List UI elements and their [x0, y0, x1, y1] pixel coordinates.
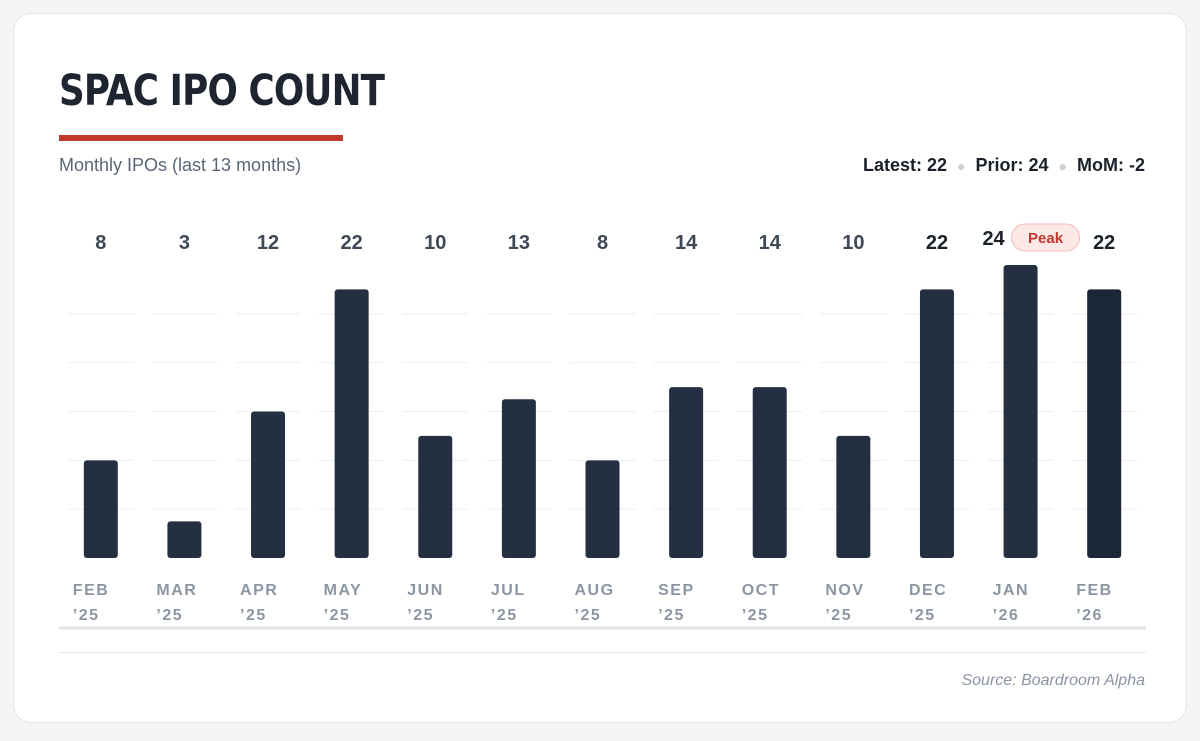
peak-badge-label: Peak: [1028, 230, 1064, 247]
x-tick-label: ’26: [1076, 607, 1103, 624]
bar-chart: 8 FEB ’25 3 MAR ’25 12 APR ’25 22 MAY ’25 10 JUN ’25 13…: [59, 223, 1146, 630]
bar: [167, 521, 202, 558]
data-label: 10: [842, 232, 864, 254]
x-tick-label: MAR: [156, 582, 197, 599]
x-tick-label: FEB: [73, 582, 110, 599]
data-label: 10: [424, 232, 446, 254]
bar: [418, 435, 453, 558]
x-tick-label: NOV: [825, 582, 864, 599]
x-tick-label: MAY: [324, 582, 363, 599]
stats-summary: Latest: 22 ● Prior: 24 ● MoM: -2: [863, 155, 1145, 176]
x-tick-label: ’25: [742, 607, 769, 624]
data-label: 14: [675, 232, 698, 254]
bar: [919, 289, 954, 558]
bar: [836, 435, 871, 558]
stat-separator-dot: ●: [957, 157, 966, 174]
data-label: 22: [926, 232, 948, 254]
bar: [669, 387, 704, 558]
stat-latest: Latest: 22: [863, 155, 948, 175]
data-label: 22: [1093, 232, 1115, 254]
title-underline: [59, 135, 343, 141]
source-note: Source: Boardroom Alpha: [961, 672, 1145, 689]
stat-separator-dot: ●: [1058, 157, 1068, 174]
x-tick-label: FEB: [1076, 582, 1113, 599]
bar: [501, 399, 536, 558]
x-tick-label: ’25: [156, 607, 183, 624]
page-title: SPAC IPO COUNT: [59, 66, 385, 116]
x-tick-label: JUL: [491, 582, 526, 599]
bar: [752, 387, 787, 558]
footer-divider: [59, 652, 1146, 653]
bar: [251, 411, 286, 558]
x-tick-label: ’25: [909, 607, 936, 624]
stat-prior: Prior: 24: [975, 155, 1049, 175]
data-label: 8: [95, 232, 106, 254]
x-tick-label: ’25: [73, 607, 100, 624]
x-tick-label: ’25: [491, 607, 518, 624]
stat-mom: MoM: -2: [1077, 155, 1145, 175]
x-tick-label: ’25: [658, 607, 685, 624]
x-tick-label: ’25: [240, 607, 267, 624]
data-label: 14: [759, 232, 782, 254]
x-tick-label: AUG: [575, 582, 615, 599]
data-label: 13: [508, 232, 530, 254]
peak-badge: [1011, 223, 1081, 252]
chart-subtitle: Monthly IPOs (last 13 months): [59, 155, 302, 175]
x-tick-label: OCT: [742, 582, 780, 599]
x-tick-label: JUN: [407, 582, 444, 599]
x-tick-label: ’25: [407, 607, 434, 624]
data-label: 24: [982, 228, 1005, 250]
bar: [1087, 289, 1122, 558]
x-tick-label: ’25: [575, 607, 602, 624]
data-label: 12: [257, 232, 279, 254]
bar: [334, 289, 369, 558]
bar: [1003, 265, 1038, 558]
x-tick-label: APR: [240, 582, 278, 599]
x-tick-label: DEC: [909, 582, 947, 599]
bar: [83, 460, 118, 558]
x-tick-label: SEP: [658, 582, 695, 599]
data-label: 8: [597, 232, 608, 254]
data-label: 3: [179, 232, 190, 254]
chart-card: SPAC IPO COUNT Monthly IPOs (last 13 mon…: [13, 13, 1187, 723]
x-tick-label: ’25: [825, 607, 852, 624]
x-tick-label: JAN: [993, 582, 1030, 599]
x-tick-label: ’25: [324, 607, 351, 624]
data-label: 22: [341, 232, 363, 254]
x-tick-label: ’26: [993, 607, 1020, 624]
bar: [585, 460, 620, 558]
